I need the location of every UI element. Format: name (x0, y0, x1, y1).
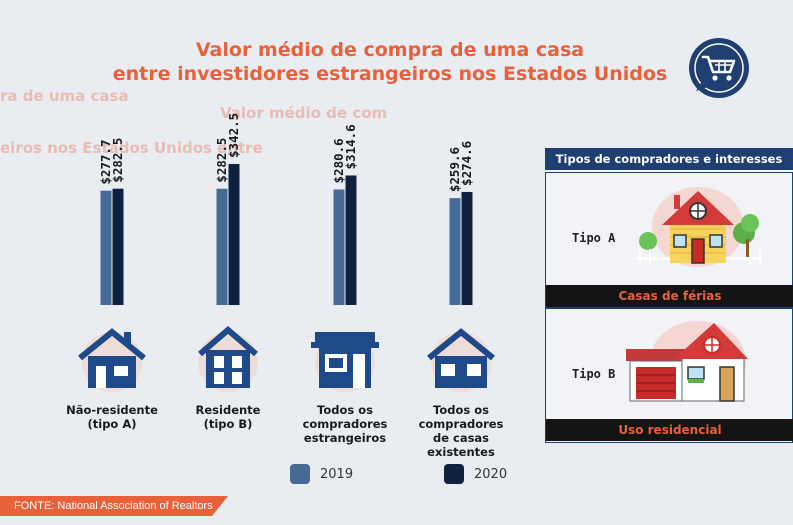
category-label-2: Todos os compradores estrangeiros (280, 403, 410, 445)
type-b-label: Tipo B (572, 367, 616, 381)
residential-house-icon (626, 321, 748, 402)
category-label-line: compradores (418, 417, 504, 431)
value-label-2020-cat-0: $282.5 (110, 138, 125, 183)
category-label-line: Todos os (433, 403, 489, 417)
legend-item-2020: 2020 (444, 464, 507, 484)
bar-2019-cat-3 (449, 198, 461, 305)
category-label-line: existentes (427, 445, 495, 459)
title-line-1: Valor médio de compra de uma casa (195, 39, 585, 61)
type-b-card: Tipo B Uso residencial (545, 308, 793, 443)
category-label-line: Não-residente (66, 403, 158, 417)
panel-header: Tipos de compradores e interesses (545, 148, 793, 170)
value-label-2019-cat-3: $259.6 (447, 147, 462, 192)
category-label-line: (tipo A) (87, 417, 137, 431)
shopping-cart-icon (689, 38, 749, 98)
category-label-line: Todos os (317, 403, 373, 417)
legend-item-2019: 2019 (290, 464, 353, 484)
bar-2020-cat-2 (345, 175, 357, 305)
value-label-2019-cat-0: $277.7 (98, 140, 113, 185)
buyer-types-panel: Tipos de compradores e interesses Tipo A… (545, 148, 793, 443)
legend-swatch-2019 (290, 464, 310, 484)
ghost-line-3: eiros nos Estados Unidos entre (0, 139, 263, 157)
ghost-line-2: Valor médio de com (220, 104, 388, 122)
category-label-line: de casas (432, 431, 490, 445)
bar-2019-cat-0 (100, 190, 112, 305)
category-label-line: compradores (302, 417, 388, 431)
legend-label-2020: 2020 (474, 466, 508, 482)
value-label-2019-cat-1: $282.5 (214, 138, 229, 183)
ghost-line-1: ra de uma casa (0, 88, 129, 105)
house-small-door-icon (78, 328, 146, 392)
title-line-2: entre investidores estrangeiros nos Esta… (112, 63, 668, 85)
house-two-windows-icon (427, 328, 495, 392)
type-a-band: Casas de férias (546, 285, 793, 307)
legend-swatch-2020 (444, 464, 464, 484)
storefront-house-icon (311, 332, 379, 392)
faded-background-text: ra de uma casa Valor médio de com eiros … (0, 88, 420, 158)
bar-2020-cat-3 (461, 191, 473, 305)
type-b-band: Uso residencial (546, 419, 793, 441)
house-window-grid-icon (198, 326, 258, 392)
type-a-card: Tipo A Casas de férias (545, 172, 793, 308)
value-label-2020-cat-2: $314.6 (343, 124, 358, 169)
category-label-1: Residente (tipo B) (163, 403, 293, 431)
source-note: FONTE: National Association of Realtors (0, 496, 228, 516)
value-label-2020-cat-3: $274.6 (459, 141, 474, 186)
bar-2019-cat-1 (216, 188, 228, 305)
value-label-2019-cat-2: $280.6 (331, 138, 346, 183)
category-label-line: (tipo B) (203, 417, 253, 431)
legend-label-2019: 2019 (320, 466, 354, 482)
value-label-2020-cat-1: $342.5 (226, 113, 241, 158)
bar-2020-cat-1 (228, 163, 240, 305)
category-label-line: Residente (195, 403, 261, 417)
category-label-3: Todos os compradores de casas existentes (396, 403, 526, 459)
bar-chart: $277.7$282.5 $282.5$342.5$280.6$314.6$259… (98, 113, 474, 305)
type-a-label: Tipo A (572, 231, 616, 245)
vacation-house-icon (636, 187, 762, 267)
chart-title: Valor médio de compra de uma casa entre … (110, 38, 670, 86)
category-label-line: estrangeiros (303, 431, 387, 445)
category-label-0: Não-residente (tipo A) (47, 403, 177, 431)
bar-2020-cat-0 (112, 188, 124, 305)
bar-2019-cat-2 (333, 189, 345, 305)
